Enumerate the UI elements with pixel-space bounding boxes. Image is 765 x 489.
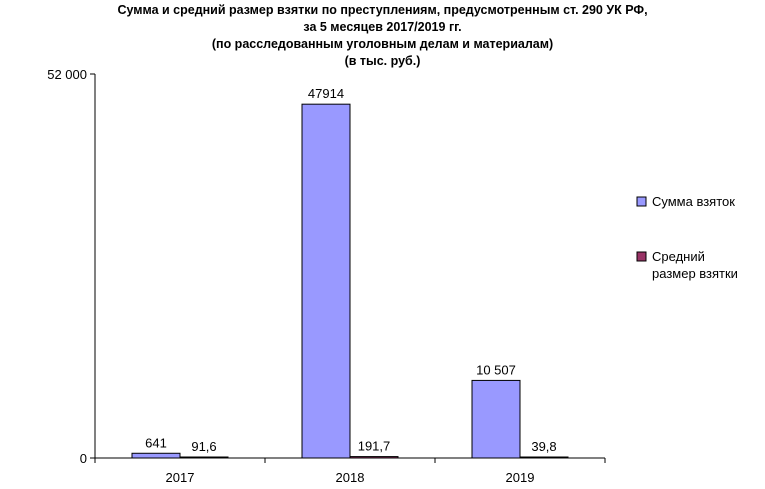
data-label-average-2019: 39,8 bbox=[531, 439, 556, 454]
legend: Сумма взяток Средний размер взятки bbox=[636, 194, 738, 281]
legend-label-average: размер взятки bbox=[652, 266, 738, 281]
chart-title-line-3: (по расследованным уголовным делам и мат… bbox=[211, 37, 554, 51]
chart-title: Сумма и средний размер взятки по преступ… bbox=[0, 2, 765, 70]
bar-sum-2018 bbox=[301, 103, 351, 459]
legend-label-sum: Сумма взяток bbox=[652, 194, 735, 209]
y-tick-label: 0 bbox=[80, 451, 87, 466]
data-label-average-2018: 191,7 bbox=[358, 439, 391, 454]
data-label-sum-2018: 47914 bbox=[308, 86, 344, 101]
legend-label-average: Средний bbox=[652, 249, 705, 264]
bar-average-2017 bbox=[179, 456, 229, 459]
plot-area: 0 52 000 2017 2018 2019 641 47914 10 507 91,6 191… bbox=[47, 67, 606, 485]
chart-title-line-4: (в тыс. руб.) bbox=[344, 54, 421, 68]
chart-title-line-2: за 5 месяцев 2017/2019 гг. bbox=[303, 20, 462, 34]
bar-average-2018 bbox=[349, 456, 399, 459]
legend-swatch-sum bbox=[636, 196, 647, 207]
legend-swatch-average bbox=[636, 251, 647, 262]
bar-sum-2017 bbox=[131, 452, 181, 459]
x-tick-label: 2018 bbox=[336, 470, 365, 485]
data-label-average-2017: 91,6 bbox=[191, 439, 216, 454]
data-label-sum-2017: 641 bbox=[145, 435, 167, 450]
bar-sum-2019 bbox=[471, 379, 521, 459]
data-label-sum-2019: 10 507 bbox=[476, 362, 516, 377]
bar-average-2019 bbox=[519, 456, 569, 459]
y-tick-label: 52 000 bbox=[47, 67, 87, 82]
x-tick-label: 2017 bbox=[166, 470, 195, 485]
chart-title-line-1: Сумма и средний размер взятки по преступ… bbox=[117, 3, 648, 17]
x-tick-label: 2019 bbox=[506, 470, 535, 485]
